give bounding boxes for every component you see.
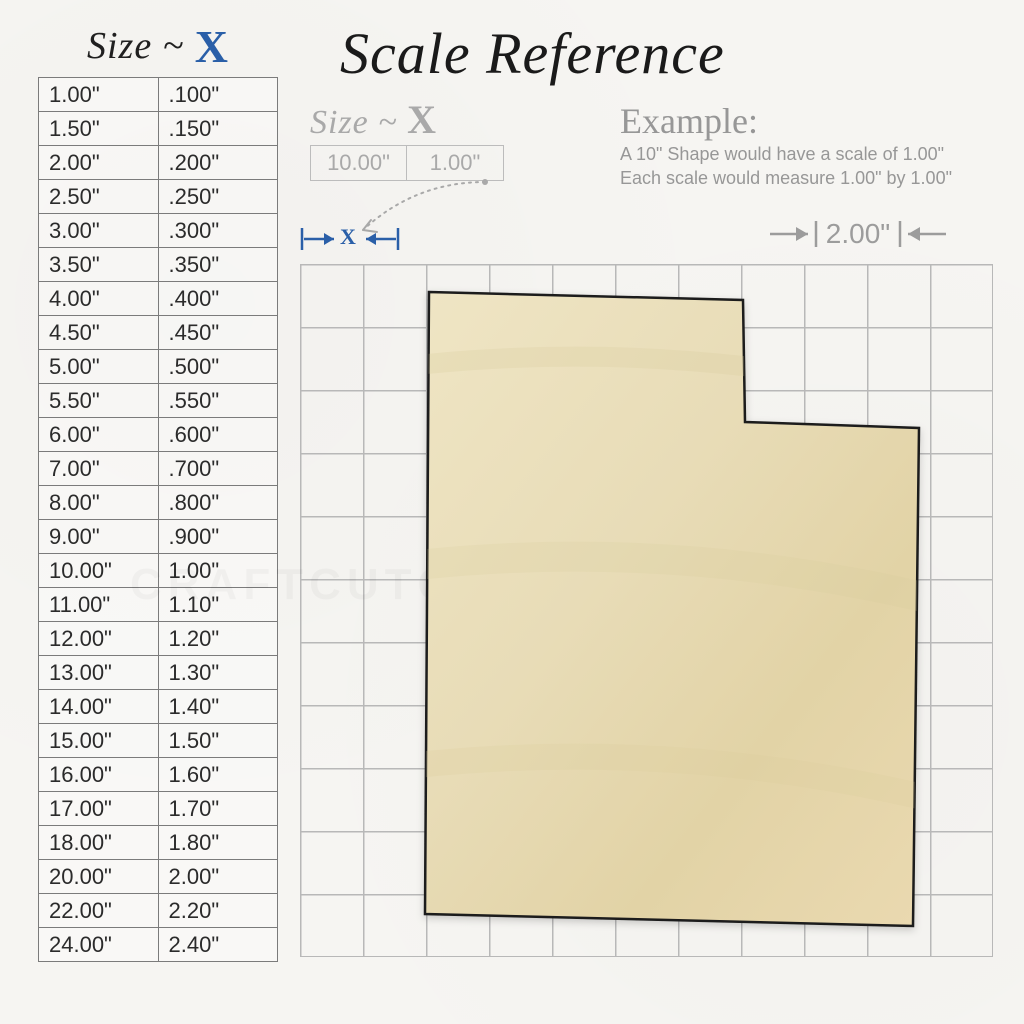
two-inch-indicator: 2.00" — [748, 214, 968, 254]
size-table-title-prefix: Size ~ — [87, 25, 195, 67]
size-cell: 3.50" — [39, 248, 159, 282]
size-cell: 7.00" — [39, 452, 159, 486]
size-cell: 5.00" — [39, 350, 159, 384]
size-cell: 16.00" — [39, 758, 159, 792]
example-line-1: A 10" Shape would have a scale of 1.00" — [620, 142, 952, 166]
scale-cell: 2.20" — [158, 894, 278, 928]
scale-cell: .550" — [158, 384, 278, 418]
scale-cell: .900" — [158, 520, 278, 554]
scale-cell: 1.30" — [158, 656, 278, 690]
scale-cell: .100" — [158, 78, 278, 112]
table-row: 1.00".100" — [39, 78, 278, 112]
size-cell: 14.00" — [39, 690, 159, 724]
size-cell: 8.00" — [39, 486, 159, 520]
size-cell: 24.00" — [39, 928, 159, 962]
size-cell: 17.00" — [39, 792, 159, 826]
page-title: Scale Reference — [340, 20, 725, 87]
scale-cell: 2.40" — [158, 928, 278, 962]
scale-cell: .250" — [158, 180, 278, 214]
table-row: 7.00".700" — [39, 452, 278, 486]
size-cell: 12.00" — [39, 622, 159, 656]
table-row: 20.00"2.00" — [39, 860, 278, 894]
table-row: 18.00"1.80" — [39, 826, 278, 860]
reference-cell-scale: 1.00" — [407, 146, 503, 180]
table-row: 16.00"1.60" — [39, 758, 278, 792]
table-row: 9.00".900" — [39, 520, 278, 554]
scale-cell: 1.50" — [158, 724, 278, 758]
table-row: 2.00".200" — [39, 146, 278, 180]
table-row: 24.00"2.40" — [39, 928, 278, 962]
size-cell: 15.00" — [39, 724, 159, 758]
x-scale-label: X — [340, 224, 356, 250]
table-row: 12.00"1.20" — [39, 622, 278, 656]
scale-cell: .400" — [158, 282, 278, 316]
scale-cell: 2.00" — [158, 860, 278, 894]
scale-cell: .700" — [158, 452, 278, 486]
table-row: 2.50".250" — [39, 180, 278, 214]
size-cell: 9.00" — [39, 520, 159, 554]
size-cell: 1.50" — [39, 112, 159, 146]
scale-cell: 1.70" — [158, 792, 278, 826]
scale-cell: .500" — [158, 350, 278, 384]
example-heading: Example: — [620, 100, 952, 142]
size-table-title-x: X — [195, 21, 229, 72]
size-cell: 6.00" — [39, 418, 159, 452]
reference-box: Size ~ X 10.00" 1.00" — [310, 96, 504, 181]
size-cell: 2.00" — [39, 146, 159, 180]
two-inch-label: 2.00" — [826, 218, 890, 250]
scale-cell: 1.60" — [158, 758, 278, 792]
table-row: 3.00".300" — [39, 214, 278, 248]
table-row: 4.50".450" — [39, 316, 278, 350]
reference-box-title-x: X — [407, 97, 437, 142]
size-cell: 4.00" — [39, 282, 159, 316]
scale-cell: .150" — [158, 112, 278, 146]
example-line-2: Each scale would measure 1.00" by 1.00" — [620, 166, 952, 190]
example-block: Example: A 10" Shape would have a scale … — [620, 100, 952, 190]
size-cell: 22.00" — [39, 894, 159, 928]
scale-cell: .600" — [158, 418, 278, 452]
table-row: 8.00".800" — [39, 486, 278, 520]
scale-cell: 1.80" — [158, 826, 278, 860]
table-row: 1.50".150" — [39, 112, 278, 146]
size-cell: 18.00" — [39, 826, 159, 860]
state-shape — [425, 290, 925, 930]
scale-cell: .300" — [158, 214, 278, 248]
arrow-right-icon — [768, 219, 818, 249]
scale-cell: .450" — [158, 316, 278, 350]
size-cell: 3.00" — [39, 214, 159, 248]
size-cell: 2.50" — [39, 180, 159, 214]
table-row: 5.00".500" — [39, 350, 278, 384]
size-table-grid: 1.00".100"1.50".150"2.00".200"2.50".250"… — [38, 77, 278, 962]
size-cell: 13.00" — [39, 656, 159, 690]
size-table: Size ~ X 1.00".100"1.50".150"2.00".200"2… — [38, 20, 278, 962]
reference-box-title-prefix: Size ~ — [310, 104, 407, 141]
table-row: 4.00".400" — [39, 282, 278, 316]
scale-cell: 1.40" — [158, 690, 278, 724]
scale-cell: .200" — [158, 146, 278, 180]
size-cell: 5.50" — [39, 384, 159, 418]
table-row: 15.00"1.50" — [39, 724, 278, 758]
reference-box-title: Size ~ X — [310, 96, 504, 143]
table-row: 14.00"1.40" — [39, 690, 278, 724]
size-cell: 1.00" — [39, 78, 159, 112]
reference-box-cells: 10.00" 1.00" — [310, 145, 504, 181]
arrow-left-icon — [898, 219, 948, 249]
reference-cell-size: 10.00" — [311, 146, 407, 180]
table-row: 6.00".600" — [39, 418, 278, 452]
table-row: 5.50".550" — [39, 384, 278, 418]
scale-cell: .800" — [158, 486, 278, 520]
scale-cell: .350" — [158, 248, 278, 282]
table-row: 17.00"1.70" — [39, 792, 278, 826]
table-row: 3.50".350" — [39, 248, 278, 282]
scale-cell: 1.20" — [158, 622, 278, 656]
size-cell: 4.50" — [39, 316, 159, 350]
size-table-title: Size ~ X — [38, 20, 278, 73]
table-row: 22.00"2.20" — [39, 894, 278, 928]
table-row: 13.00"1.30" — [39, 656, 278, 690]
size-cell: 20.00" — [39, 860, 159, 894]
